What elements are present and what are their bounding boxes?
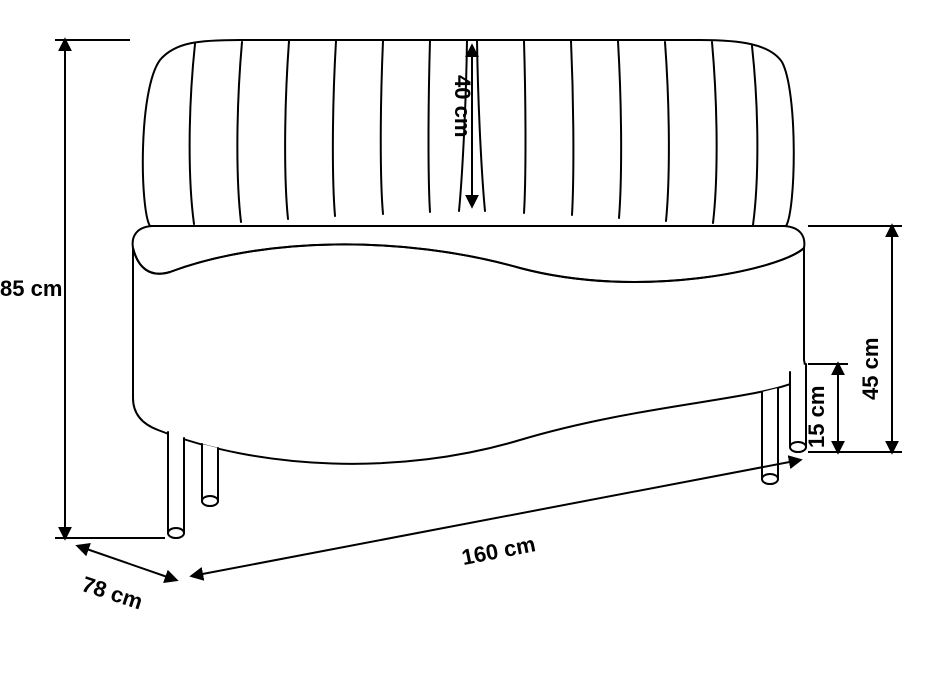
label-depth: 78 cm [79,571,146,614]
sofa-dimension-diagram: 85 cm 40 cm 45 cm 15 cm 160 cm 78 [0,0,950,690]
dim-leg-height: 15 cm [804,364,848,452]
dim-backrest-height: 40 cm [450,46,475,206]
label-total-height: 85 cm [0,276,62,301]
label-width: 160 cm [460,531,538,570]
dim-width: 160 cm [192,460,800,576]
label-backrest-height: 40 cm [450,75,475,137]
dimensions: 85 cm 40 cm 45 cm 15 cm 160 cm 78 [0,40,902,614]
legs [168,364,806,538]
label-seat-height: 45 cm [858,338,883,400]
dim-depth: 78 cm [78,546,176,614]
seat-body [133,244,805,463]
dim-total-height: 85 cm [0,40,165,538]
label-leg-height: 15 cm [804,386,829,448]
